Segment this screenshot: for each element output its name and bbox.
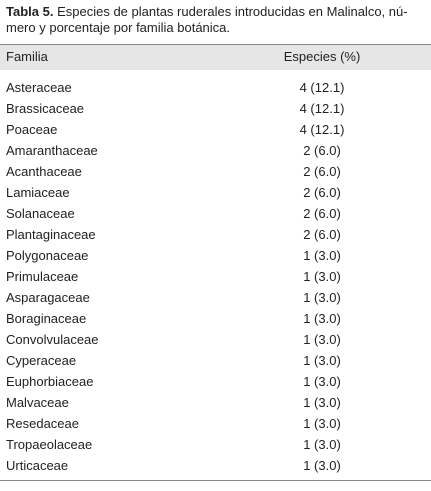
family-cell: Brassicaceae [6,101,85,116]
family-cell: Solanaceae [6,206,75,221]
species-cell: 2 (6.0) [303,143,341,158]
family-cell: Amaranthaceae [6,143,98,158]
family-cell: Primulaceae [6,269,79,284]
species-cell: 1 (3.0) [303,437,341,452]
species-cell: 4 (12.1) [299,122,345,137]
caption-line: Tabla 5. Especies de plantas ruderales i… [6,4,408,20]
family-cell: Poaceae [6,122,58,137]
family-cell: Asparagaceae [6,290,90,305]
species-cell: 1 (3.0) [303,269,341,284]
family-cell: Boraginaceae [6,311,87,326]
family-cell: Convolvulaceae [6,332,99,347]
species-cell: 1 (3.0) [303,458,341,473]
species-cell: 4 (12.1) [299,80,345,95]
family-cell: Cyperaceae [6,353,77,368]
family-cell: Acanthaceae [6,164,82,179]
table-rule [0,480,431,481]
family-cell: Plantaginaceae [6,227,96,242]
family-cell: Urticaceae [6,458,69,473]
table-header [0,44,431,70]
species-cell: 1 (3.0) [303,248,341,263]
family-cell: Lamiaceae [6,185,70,200]
caption-line: mero y porcentaje por familia botánica. [6,20,231,35]
species-cell: 2 (6.0) [303,164,341,179]
species-cell: 1 (3.0) [303,416,341,431]
family-cell: Tropaeolaceae [6,437,93,452]
family-cell: Polygonaceae [6,248,89,263]
species-cell: 4 (12.1) [299,101,345,116]
species-cell: 1 (3.0) [303,353,341,368]
family-cell: Euphorbiaceae [6,374,94,389]
family-cell: Malvaceae [6,395,69,410]
caption-label: Tabla 5. [6,4,54,19]
family-cell: Asteraceae [6,80,72,95]
species-cell: 1 (3.0) [303,332,341,347]
species-cell: 1 (3.0) [303,290,341,305]
species-cell: 2 (6.0) [303,206,341,221]
species-cell: 1 (3.0) [303,374,341,389]
species-cell: 2 (6.0) [303,185,341,200]
species-cell: 1 (3.0) [303,311,341,326]
family-cell: Resedaceae [6,416,79,431]
species-cell: 2 (6.0) [303,227,341,242]
caption-text: Especies de plantas ruderales introducid… [57,4,408,19]
column-header: Especies (%) [283,49,361,64]
species-cell: 1 (3.0) [303,395,341,410]
column-header: Familia [6,49,48,64]
